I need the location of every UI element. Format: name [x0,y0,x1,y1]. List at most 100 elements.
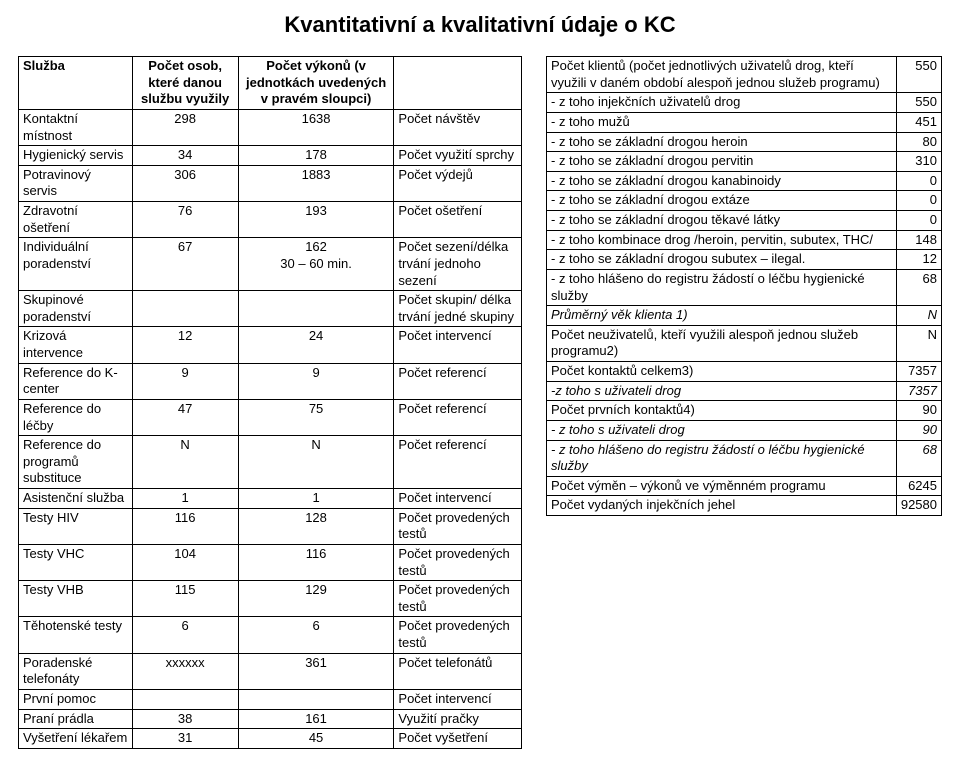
table-row: Skupinové poradenstvíPočet skupin/ délka… [19,291,522,327]
cell-service: Asistenční služba [19,489,133,509]
cell-persons: 306 [132,165,238,201]
cell-performances: 45 [238,729,394,749]
cell-label: -z toho s uživateli drog [547,381,897,401]
cell-performances: 1883 [238,165,394,201]
cell-label: Počet výměn – výkonů ve výměnném program… [547,476,897,496]
cell-persons: 12 [132,327,238,363]
cell-persons: 298 [132,109,238,145]
cell-performances: 75 [238,399,394,435]
cell-performances [238,689,394,709]
cell-service: Testy HIV [19,508,133,544]
table-row: Testy HIV116128Počet provedených testů [19,508,522,544]
cell-value: 451 [896,112,941,132]
cell-persons: 1 [132,489,238,509]
cell-value: N [896,325,941,361]
cell-value: 6245 [896,476,941,496]
table-row: Hygienický servis34178Počet využití sprc… [19,146,522,166]
table-row: - z toho hlášeno do registru žádostí o l… [547,269,942,305]
cell-unit: Počet ošetření [394,202,522,238]
cell-label: - z toho hlášeno do registru žádostí o l… [547,440,897,476]
cell-service: Testy VHC [19,544,133,580]
clients-table: Počet klientů (počet jednotlivých uživat… [546,56,942,516]
cell-value: 550 [896,57,941,93]
cell-persons: 34 [132,146,238,166]
cell-unit: Počet referencí [394,399,522,435]
cell-unit: Počet intervencí [394,489,522,509]
cell-service: Reference do léčby [19,399,133,435]
table-row: - z toho mužů451 [547,112,942,132]
cell-performances: 24 [238,327,394,363]
cell-service: Hygienický servis [19,146,133,166]
cell-service: Potravinový servis [19,165,133,201]
table-row: - z toho kombinace drog /heroin, perviti… [547,230,942,250]
cell-value: 92580 [896,496,941,516]
cell-performances: 1638 [238,109,394,145]
table-row: Individuální poradenství67162 30 – 60 mi… [19,238,522,291]
table-row: Počet kontaktů celkem3)7357 [547,362,942,382]
cell-value: 12 [896,250,941,270]
cell-label: - z toho s uživateli drog [547,420,897,440]
cell-service: Praní prádla [19,709,133,729]
header-service: Služba [19,57,133,110]
cell-label: - z toho kombinace drog /heroin, perviti… [547,230,897,250]
table-row: Asistenční služba11Počet intervencí [19,489,522,509]
cell-unit: Počet referencí [394,436,522,489]
table-row: Počet klientů (počet jednotlivých uživat… [547,57,942,93]
cell-unit: Počet telefonátů [394,653,522,689]
cell-performances: 128 [238,508,394,544]
cell-persons: 9 [132,363,238,399]
content-columns: Služba Počet osob, které danou službu vy… [18,56,942,749]
cell-value: 90 [896,420,941,440]
cell-unit: Počet vyšetření [394,729,522,749]
table-header-row: Služba Počet osob, které danou službu vy… [19,57,522,110]
table-row: Reference do léčby4775Počet referencí [19,399,522,435]
header-persons: Počet osob, které danou službu využily [132,57,238,110]
cell-unit: Počet provedených testů [394,617,522,653]
cell-value: 0 [896,211,941,231]
cell-service: První pomoc [19,689,133,709]
cell-persons: 104 [132,544,238,580]
cell-label: - z toho mužů [547,112,897,132]
cell-label: - z toho se základní drogou pervitin [547,152,897,172]
cell-service: Zdravotní ošetření [19,202,133,238]
cell-persons: 116 [132,508,238,544]
cell-value: 68 [896,269,941,305]
table-row: Praní prádla38161Využití pračky [19,709,522,729]
table-row: Počet neuživatelů, kteří využili alespoň… [547,325,942,361]
cell-value: 310 [896,152,941,172]
cell-label: - z toho se základní drogou extáze [547,191,897,211]
cell-value: 148 [896,230,941,250]
table-row: - z toho se základní drogou extáze0 [547,191,942,211]
cell-persons: xxxxxx [132,653,238,689]
table-row: Průměrný věk klienta 1)N [547,306,942,326]
table-row: Poradenské telefonátyxxxxxx361Počet tele… [19,653,522,689]
cell-value: 90 [896,401,941,421]
cell-performances: 116 [238,544,394,580]
cell-label: - z toho se základní drogou kanabinoidy [547,171,897,191]
cell-persons: 6 [132,617,238,653]
cell-performances: 1 [238,489,394,509]
cell-persons: 67 [132,238,238,291]
table-row: První pomoc Počet intervencí [19,689,522,709]
cell-performances: N [238,436,394,489]
cell-unit: Počet intervencí [394,689,522,709]
cell-performances: 9 [238,363,394,399]
cell-persons: 47 [132,399,238,435]
cell-persons: 38 [132,709,238,729]
cell-persons [132,689,238,709]
cell-label: Počet prvních kontaktů4) [547,401,897,421]
services-table: Služba Počet osob, které danou službu vy… [18,56,522,749]
cell-performances: 178 [238,146,394,166]
cell-label: - z toho hlášeno do registru žádostí o l… [547,269,897,305]
cell-value: 80 [896,132,941,152]
table-row: - z toho se základní drogou subutex – il… [547,250,942,270]
cell-performances: 193 [238,202,394,238]
left-column: Služba Počet osob, které danou službu vy… [18,56,522,749]
cell-label: - z toho injekčních uživatelů drog [547,93,897,113]
cell-label: Počet vydaných injekčních jehel [547,496,897,516]
table-row: - z toho se základní drogou kanabinoidy0 [547,171,942,191]
cell-service: Těhotenské testy [19,617,133,653]
cell-value: 0 [896,191,941,211]
cell-label: Počet neuživatelů, kteří využili alespoň… [547,325,897,361]
table-row: - z toho se základní drogou těkavé látky… [547,211,942,231]
